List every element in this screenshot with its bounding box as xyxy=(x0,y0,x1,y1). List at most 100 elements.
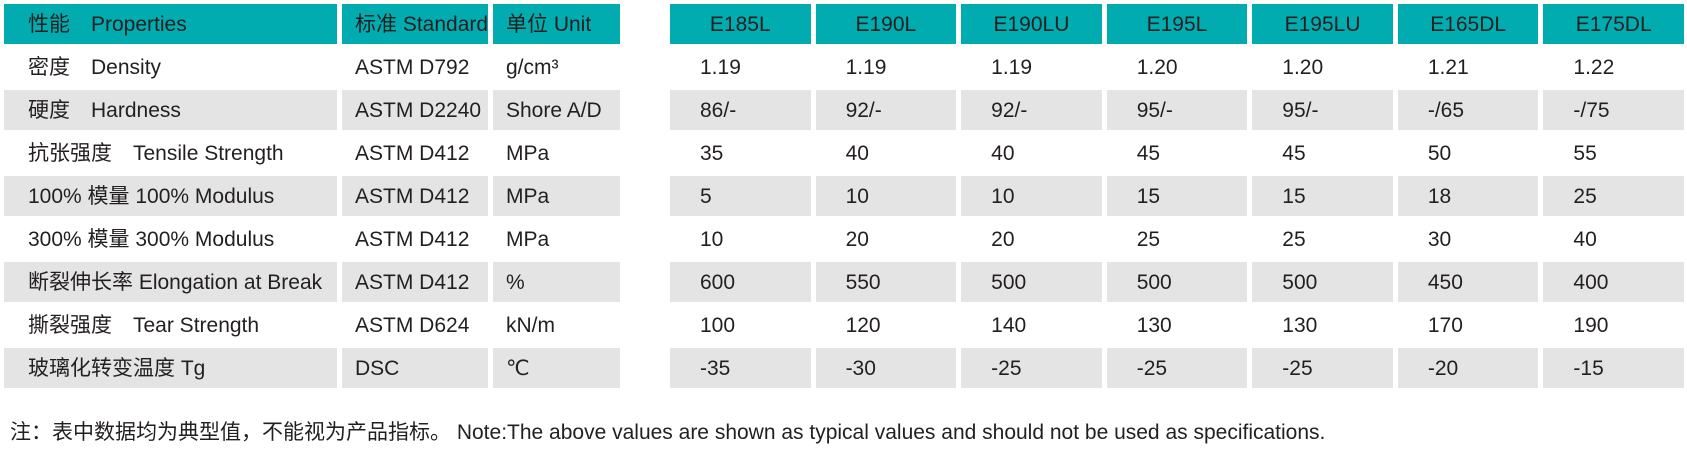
column-header-unit: 单位 Unit xyxy=(493,4,620,44)
value-cell-e190lu: 1.19 xyxy=(961,47,1102,87)
value-cell-e190lu: 500 xyxy=(961,262,1102,302)
value-cell-e195lu: 15 xyxy=(1252,176,1393,216)
standard-cell: ASTM D412 xyxy=(342,219,488,259)
value-cell-e195l: 95/- xyxy=(1106,90,1248,130)
value-cell-e195l: 45 xyxy=(1106,133,1248,173)
value-cell-e185l: 100 xyxy=(670,305,811,345)
column-header-e190lu: E190LU xyxy=(961,4,1102,44)
value-cell-e195lu: 500 xyxy=(1252,262,1393,302)
value-cell-e190lu: 40 xyxy=(961,133,1102,173)
value-cell-e190l: 20 xyxy=(815,219,957,259)
value-cell-e175dl: 40 xyxy=(1543,219,1684,259)
value-cell-e175dl: 25 xyxy=(1543,176,1684,216)
column-spacer xyxy=(625,176,665,216)
value-cell-e195lu: 25 xyxy=(1252,219,1393,259)
column-spacer xyxy=(625,305,665,345)
value-cell-e190lu: 140 xyxy=(961,305,1102,345)
column-header-e175dl: E175DL xyxy=(1543,4,1684,44)
value-cell-e165dl: 18 xyxy=(1397,176,1539,216)
value-cell-e190l: 1.19 xyxy=(815,47,957,87)
standard-cell: ASTM D792 xyxy=(342,47,488,87)
column-spacer xyxy=(625,348,665,388)
value-cell-e175dl: 190 xyxy=(1543,305,1684,345)
property-cell: 断裂伸长率 Elongation at Break xyxy=(4,262,337,302)
column-header-properties: 性能 Properties xyxy=(4,4,337,44)
column-spacer xyxy=(625,90,665,130)
value-cell-e195lu: 95/- xyxy=(1252,90,1393,130)
unit-cell: MPa xyxy=(493,133,620,173)
value-cell-e165dl: -20 xyxy=(1397,348,1539,388)
unit-cell: ℃ xyxy=(493,348,620,388)
unit-cell: % xyxy=(493,262,620,302)
value-cell-e185l: 35 xyxy=(670,133,811,173)
value-cell-e195lu: 1.20 xyxy=(1252,47,1393,87)
column-spacer xyxy=(625,47,665,87)
properties-table: 性能 Properties 标准 Standard 单位 Unit E185L E190… xyxy=(4,4,1684,388)
property-cell: 硬度 Hardness xyxy=(4,90,337,130)
value-cell-e185l: 600 xyxy=(670,262,811,302)
value-cell-e195lu: -25 xyxy=(1252,348,1393,388)
value-cell-e175dl: 55 xyxy=(1543,133,1684,173)
column-spacer xyxy=(625,219,665,259)
column-spacer xyxy=(625,4,665,44)
property-cell: 100% 模量 100% Modulus xyxy=(4,176,337,216)
value-cell-e195l: 500 xyxy=(1106,262,1248,302)
value-cell-e165dl: 1.21 xyxy=(1397,47,1539,87)
column-header-e190l: E190L xyxy=(815,4,957,44)
value-cell-e190lu: 20 xyxy=(961,219,1102,259)
value-cell-e185l: 5 xyxy=(670,176,811,216)
standard-cell: ASTM D412 xyxy=(342,262,488,302)
footnote-text: 注：表中数据均为典型值，不能视为产品指标。 Note:The above val… xyxy=(10,421,1326,444)
standard-cell: ASTM D624 xyxy=(342,305,488,345)
footnote: 注：表中数据均为典型值，不能视为产品指标。 Note:The above val… xyxy=(10,416,1684,446)
value-cell-e165dl: 450 xyxy=(1397,262,1539,302)
column-spacer xyxy=(625,262,665,302)
standard-cell: ASTM D412 xyxy=(342,133,488,173)
value-cell-e185l: 1.19 xyxy=(670,47,811,87)
unit-cell: MPa xyxy=(493,219,620,259)
column-header-e185l: E185L xyxy=(670,4,811,44)
value-cell-e175dl: -/75 xyxy=(1543,90,1684,130)
value-cell-e195l: -25 xyxy=(1106,348,1248,388)
value-cell-e185l: 86/- xyxy=(670,90,811,130)
value-cell-e190lu: 10 xyxy=(961,176,1102,216)
property-cell: 撕裂强度 Tear Strength xyxy=(4,305,337,345)
value-cell-e190l: 120 xyxy=(815,305,957,345)
value-cell-e190l: 92/- xyxy=(815,90,957,130)
standard-cell: ASTM D2240 xyxy=(342,90,488,130)
datasheet: 性能 Properties 标准 Standard 单位 Unit E185L E190… xyxy=(4,4,1684,446)
standard-cell: DSC xyxy=(342,348,488,388)
unit-cell: g/cm³ xyxy=(493,47,620,87)
property-cell: 玻璃化转变温度 Tg xyxy=(4,348,337,388)
property-cell: 300% 模量 300% Modulus xyxy=(4,219,337,259)
value-cell-e190l: -30 xyxy=(815,348,957,388)
value-cell-e165dl: 50 xyxy=(1397,133,1539,173)
value-cell-e195l: 15 xyxy=(1106,176,1248,216)
value-cell-e175dl: -15 xyxy=(1543,348,1684,388)
value-cell-e185l: 10 xyxy=(670,219,811,259)
column-header-standard: 标准 Standard xyxy=(342,4,488,44)
value-cell-e195lu: 45 xyxy=(1252,133,1393,173)
value-cell-e195l: 25 xyxy=(1106,219,1248,259)
value-cell-e165dl: 30 xyxy=(1397,219,1539,259)
value-cell-e165dl: 170 xyxy=(1397,305,1539,345)
column-header-e165dl: E165DL xyxy=(1397,4,1539,44)
value-cell-e195l: 130 xyxy=(1106,305,1248,345)
value-cell-e175dl: 1.22 xyxy=(1543,47,1684,87)
column-header-e195lu: E195LU xyxy=(1252,4,1393,44)
column-header-e195l: E195L xyxy=(1106,4,1248,44)
value-cell-e190l: 10 xyxy=(815,176,957,216)
value-cell-e195l: 1.20 xyxy=(1106,47,1248,87)
property-cell: 抗张强度 Tensile Strength xyxy=(4,133,337,173)
unit-cell: kN/m xyxy=(493,305,620,345)
value-cell-e190lu: 92/- xyxy=(961,90,1102,130)
value-cell-e195lu: 130 xyxy=(1252,305,1393,345)
value-cell-e190l: 40 xyxy=(815,133,957,173)
column-spacer xyxy=(625,133,665,173)
value-cell-e175dl: 400 xyxy=(1543,262,1684,302)
value-cell-e165dl: -/65 xyxy=(1397,90,1539,130)
standard-cell: ASTM D412 xyxy=(342,176,488,216)
unit-cell: MPa xyxy=(493,176,620,216)
value-cell-e185l: -35 xyxy=(670,348,811,388)
property-cell: 密度 Density xyxy=(4,47,337,87)
